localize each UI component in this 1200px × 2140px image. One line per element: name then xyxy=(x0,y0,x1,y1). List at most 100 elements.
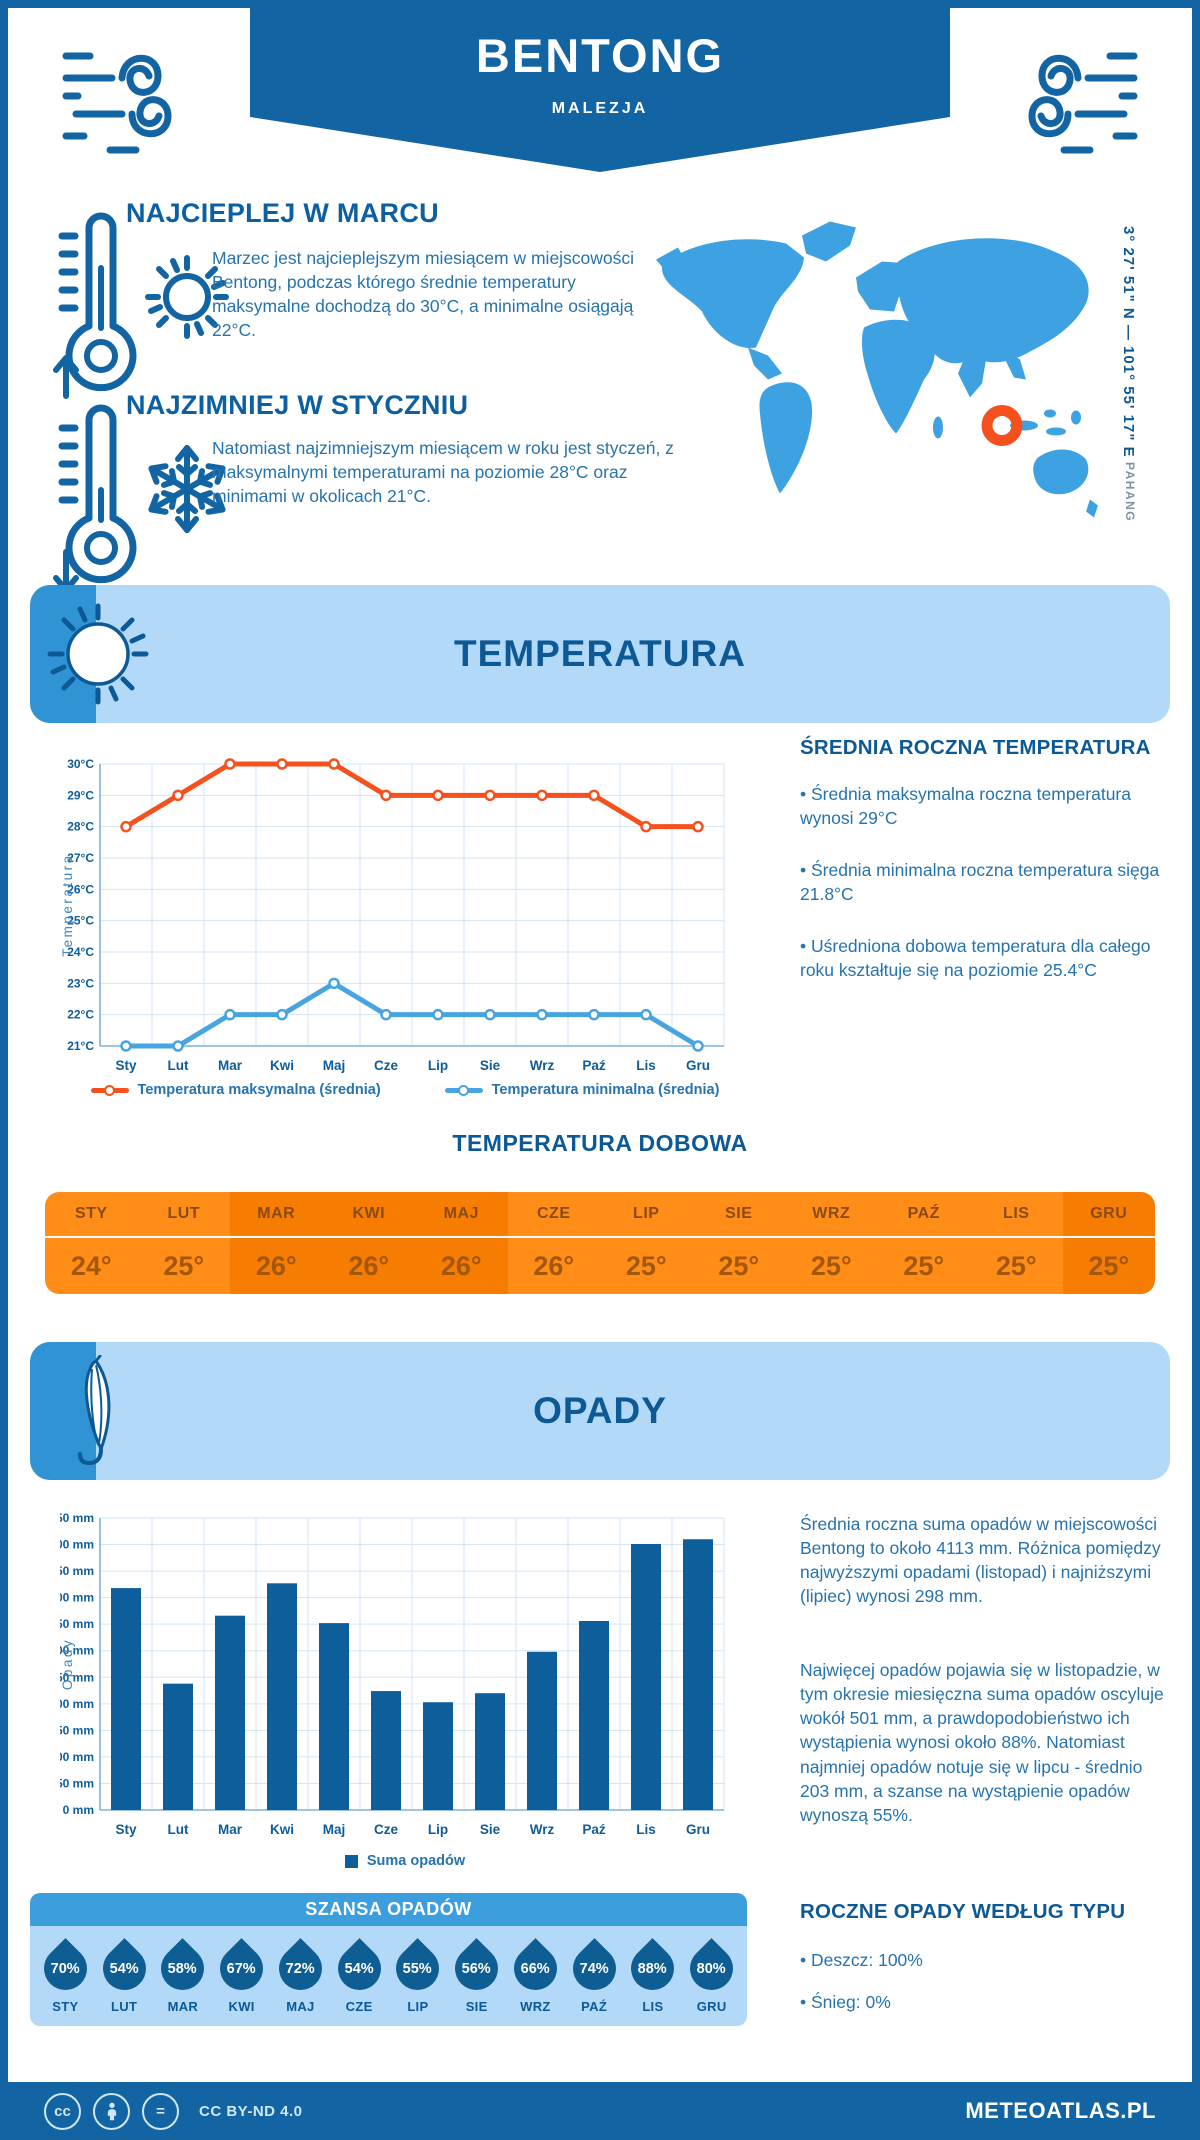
svg-text:Maj: Maj xyxy=(323,1058,346,1073)
daily-temp-value: 25° xyxy=(625,1250,667,1281)
page-subtitle: MALEZJA xyxy=(551,100,649,117)
svg-text:Cze: Cze xyxy=(374,1058,398,1073)
daily-temp-table: STY 24° LUT 25° MAR 26° KWI 26° MAJ 26° CZE 26° LIP 2… xyxy=(45,1192,1155,1294)
daily-temp-column: WRZ 25° xyxy=(785,1192,878,1294)
daily-temp-column: STY 24° xyxy=(45,1192,138,1294)
droplet-icon: 74% xyxy=(563,1938,625,1999)
daily-temp-column: MAJ 26° xyxy=(415,1192,508,1294)
svg-text:Lip: Lip xyxy=(428,1058,448,1073)
daily-temp-column: LUT 25° xyxy=(137,1192,230,1294)
daily-temp-value: 25° xyxy=(903,1250,945,1281)
precip-type-bullet: • Deszcz: 100% xyxy=(800,1950,923,1970)
precip-type-heading: ROCZNE OPADY WEDŁUG TYPU xyxy=(800,1900,1126,1923)
legend-line-swatch xyxy=(90,1084,129,1096)
svg-text:Mar: Mar xyxy=(218,1058,243,1073)
droplet-icon: 66% xyxy=(504,1938,566,1999)
svg-text:Lis: Lis xyxy=(636,1822,656,1837)
droplet-icon: 72% xyxy=(269,1938,331,1999)
snowflake-icon xyxy=(138,445,236,533)
sun-banner-icon xyxy=(47,603,149,705)
chance-value: 55% xyxy=(403,1960,433,1977)
svg-text:23°C: 23°C xyxy=(67,976,94,990)
chance-month-column: 54% LUT xyxy=(93,1938,155,2014)
svg-text:450 mm: 450 mm xyxy=(60,1564,94,1578)
svg-text:21°C: 21°C xyxy=(67,1039,94,1053)
umbrella-icon xyxy=(78,1355,111,1466)
map-coordinates-block: 3° 27' 51" N — 101° 55' 17" E PAHANG xyxy=(1120,226,1137,586)
daily-temp-value: 25° xyxy=(995,1250,1037,1281)
svg-text:22°C: 22°C xyxy=(67,1008,94,1022)
daily-temp-month: CZE xyxy=(507,1192,600,1238)
svg-text:Mar: Mar xyxy=(218,1822,243,1837)
daily-temp-value: 26° xyxy=(348,1250,390,1281)
chance-value: 74% xyxy=(579,1960,609,1977)
legend-line-swatch xyxy=(444,1084,483,1096)
svg-text:29°C: 29°C xyxy=(67,788,94,802)
droplet-icon: 88% xyxy=(622,1938,684,1999)
svg-text:350 mm: 350 mm xyxy=(60,1617,94,1631)
daily-temp-month: SIE xyxy=(692,1192,785,1238)
svg-text:Lip: Lip xyxy=(428,1822,448,1837)
chance-value: 58% xyxy=(168,1960,198,1977)
chance-value: 67% xyxy=(227,1960,257,1977)
chance-value: 72% xyxy=(285,1960,315,1977)
annual-temp-bullet: • Średnia minimalna roczna temperatura s… xyxy=(800,860,1160,905)
svg-text:25°C: 25°C xyxy=(67,914,94,928)
precip-paragraph-2: Najwięcej opadów pojawia się w listopadz… xyxy=(800,1660,1164,1825)
svg-text:300 mm: 300 mm xyxy=(60,1644,94,1658)
warmest-heading: NAJCIEPLEJ W MARCU xyxy=(126,198,439,228)
wind-icon-left xyxy=(62,52,172,154)
daily-temp-column: LIP 25° xyxy=(600,1192,693,1294)
precipitation-banner: OPADY xyxy=(30,1342,1170,1480)
chance-value: 66% xyxy=(520,1960,550,1977)
legend-square-swatch xyxy=(344,1854,358,1868)
daily-temp-value: 26° xyxy=(255,1250,297,1281)
thermometer-down-icon xyxy=(53,404,137,593)
svg-text:Lut: Lut xyxy=(168,1822,189,1837)
svg-text:Wrz: Wrz xyxy=(530,1058,555,1073)
daily-temp-value: 25° xyxy=(163,1250,205,1281)
header-banner: BENTONG MALEZJA xyxy=(250,0,950,172)
chance-panel: SZANSA OPADÓW 70% STY 54% LUT 58% MAR 67% KWI 72… xyxy=(30,1893,747,2026)
attribution-person-icon xyxy=(93,2092,130,2130)
daily-temp-column: LIS 25° xyxy=(970,1192,1063,1294)
svg-text:Sty: Sty xyxy=(115,1822,137,1837)
chance-month: GRU xyxy=(696,1999,727,2014)
daily-temp-column: KWI 26° xyxy=(322,1192,415,1294)
daily-temp-column: SIE 25° xyxy=(692,1192,785,1294)
chance-month-column: 88% LIS xyxy=(622,1938,684,2014)
chance-month: SIE xyxy=(465,1999,488,2014)
droplet-icon: 54% xyxy=(93,1938,155,1999)
world-map xyxy=(656,221,1098,518)
chance-droplets: 70% STY 54% LUT 58% MAR 67% KWI 72% MAJ 54% CZE 55% L… xyxy=(30,1926,747,2026)
chance-value: 70% xyxy=(50,1960,80,1977)
map-location-marker xyxy=(981,405,1023,446)
daily-temp-month: MAJ xyxy=(415,1192,508,1238)
droplet-icon: 54% xyxy=(328,1938,390,1999)
legend-item: Temperatura maksymalna (średnia) xyxy=(90,1082,381,1098)
daily-temp-value: 25° xyxy=(1088,1250,1130,1281)
wind-icon-right xyxy=(1028,52,1138,154)
chance-value: 54% xyxy=(344,1960,374,1977)
precipitation-legend: Suma opadów xyxy=(60,1853,750,1869)
svg-text:Gru: Gru xyxy=(686,1822,710,1837)
coldest-text: Natomiast najzimniejszym miesiącem w rok… xyxy=(212,438,674,507)
temperature-title: TEMPERATURA xyxy=(454,633,746,674)
chance-month: KWI xyxy=(228,1999,255,2014)
site-logo[interactable]: METEOATLAS.PL xyxy=(965,2098,1156,2123)
svg-text:30°C: 30°C xyxy=(67,757,94,771)
thermometer-up-icon xyxy=(53,212,137,399)
license-label[interactable]: CC BY-ND 4.0 xyxy=(199,2102,303,2120)
chance-value: 88% xyxy=(638,1960,668,1977)
svg-text:500 mm: 500 mm xyxy=(60,1538,94,1552)
precip-type-bullet: • Śnieg: 0% xyxy=(800,1992,891,2012)
coldest-heading: NAJZIMNIEJ W STYCZNIU xyxy=(126,390,469,420)
precipitation-bar-chart-svg: 0 mm 50 mm 100 mm 150 mm 200 mm 250 mm 300 mm 3… xyxy=(49,1511,725,1837)
svg-text:Wrz: Wrz xyxy=(530,1822,555,1837)
warmest-text: Marzec jest najcieplejszym miesiącem w m… xyxy=(212,248,635,341)
legend-label: Suma opadów xyxy=(366,1853,466,1869)
chance-value: 56% xyxy=(462,1960,492,1977)
svg-text:Temperatura: Temperatura xyxy=(60,853,75,956)
chance-month-column: 74% PAŹ xyxy=(563,1938,625,2014)
cc-icon: cc xyxy=(44,2092,81,2130)
